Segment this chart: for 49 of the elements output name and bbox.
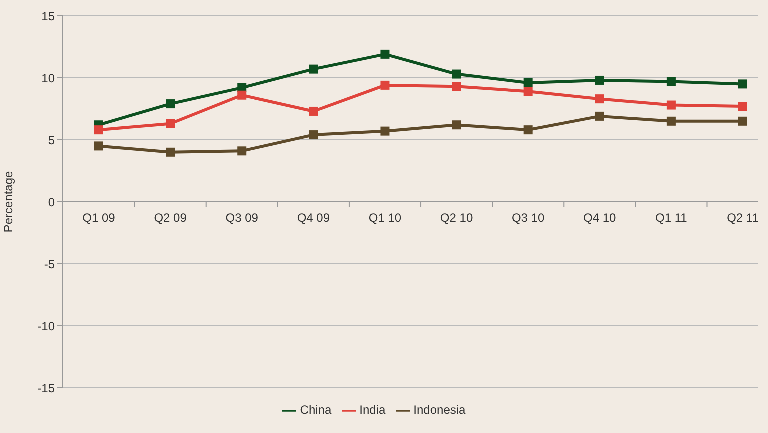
point xyxy=(595,112,604,121)
y-tick-label: 10 xyxy=(42,71,56,86)
point xyxy=(309,130,318,140)
point xyxy=(166,119,176,128)
point xyxy=(738,116,748,126)
point xyxy=(452,82,462,92)
point xyxy=(666,100,676,110)
point xyxy=(380,80,390,90)
x-tick-label: Q4 09 xyxy=(297,211,330,225)
point xyxy=(666,77,676,86)
x-tick-label: Q2 10 xyxy=(440,211,474,225)
point xyxy=(94,142,104,151)
y-tick-label: -5 xyxy=(44,257,56,272)
point xyxy=(166,148,176,157)
y-tick-label: 5 xyxy=(48,133,56,148)
point xyxy=(238,146,247,156)
y-tick-label: -10 xyxy=(38,319,56,334)
point xyxy=(524,87,533,96)
legend-label: Indonesia xyxy=(414,403,466,417)
point xyxy=(452,120,462,130)
legend-label: China xyxy=(300,403,332,417)
x-tick-label: Q1 10 xyxy=(368,211,402,225)
point xyxy=(380,50,390,59)
point xyxy=(666,116,676,126)
point xyxy=(309,64,318,74)
point xyxy=(166,100,176,109)
point xyxy=(738,102,748,112)
legend-label: India xyxy=(360,403,386,417)
point xyxy=(380,126,390,136)
point xyxy=(524,78,533,88)
x-tick-label: Q4 10 xyxy=(584,211,617,225)
x-tick-label: Q3 10 xyxy=(512,211,545,225)
point xyxy=(238,90,247,100)
x-tick-label: Q3 09 xyxy=(226,211,259,225)
point xyxy=(524,126,533,135)
x-tick-label: Q1 11 xyxy=(656,211,688,225)
y-tick-label: -15 xyxy=(38,381,56,396)
y-tick-label: 0 xyxy=(48,195,56,210)
x-tick-label: Q1 09 xyxy=(82,211,116,225)
y-axis-title: Percentage xyxy=(1,170,16,233)
point xyxy=(452,70,462,79)
x-tick-label: Q2 11 xyxy=(727,211,760,225)
x-tick-label: Q2 09 xyxy=(154,211,188,225)
point xyxy=(309,106,318,116)
point xyxy=(738,80,748,89)
point xyxy=(595,76,604,85)
point xyxy=(595,94,604,104)
y-tick-label: 15 xyxy=(42,9,56,24)
point xyxy=(94,126,104,135)
